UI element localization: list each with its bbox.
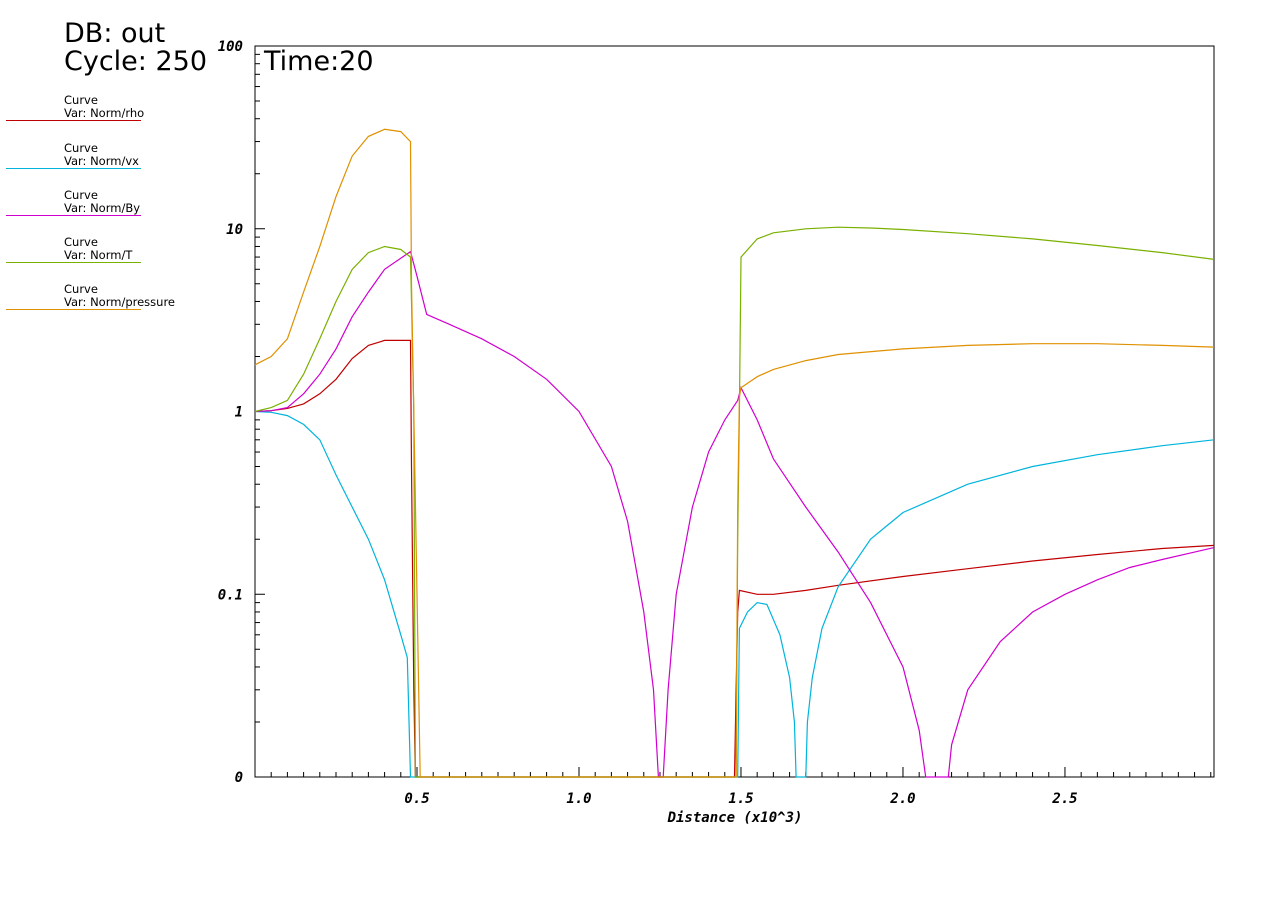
x-tick-label: 1.5	[728, 791, 753, 807]
legend-swatch	[6, 120, 141, 121]
series-line-2	[254, 250, 1215, 778]
legend-var-label: Var: Norm/T	[64, 248, 133, 262]
legend-var-label: Var: Norm/rho	[64, 106, 145, 120]
plot-frame	[254, 45, 1215, 778]
legend-item-vx: Curve Var: Norm/vx	[6, 142, 146, 172]
legend-curve-label: Curve	[64, 141, 98, 155]
time-label: Time:20	[264, 46, 374, 77]
x-tick-label: 2.5	[1051, 791, 1077, 807]
legend-var-label: Var: Norm/vx	[64, 154, 139, 168]
cycle-label: Cycle: 250	[64, 46, 208, 77]
x-tick-label: 0.5	[404, 791, 429, 807]
legend-curve-label: Curve	[64, 282, 98, 296]
legend-item-by: Curve Var: Norm/By	[6, 189, 146, 219]
series-line-4	[254, 128, 1215, 778]
legend-curve-label: Curve	[64, 188, 98, 202]
legend-item-pressure: Curve Var: Norm/pressure	[6, 282, 175, 313]
y-tick-label: 0	[235, 770, 243, 786]
x-axis-title: Distance (x10^3)	[667, 810, 803, 826]
legend-item-rho: Curve Var: Norm/rho	[6, 94, 146, 124]
legend-item-t: Curve Var: Norm/T	[6, 236, 146, 266]
axis-ticks	[255, 53, 1212, 778]
legend-var-label: Var: Norm/pressure	[64, 295, 175, 309]
y-tick-label: 10	[226, 222, 243, 238]
legend-curve-label: Curve	[64, 93, 98, 107]
legend-swatch	[6, 309, 141, 310]
db-label: DB: out	[64, 18, 166, 49]
y-tick-label: 0.1	[218, 587, 243, 603]
series-line-1	[254, 410, 1215, 778]
legend-swatch	[6, 168, 141, 169]
legend-curve-label: Curve	[64, 235, 98, 249]
legend-var-label: Var: Norm/By	[64, 201, 141, 215]
series-line-3	[254, 226, 1215, 778]
series-group	[254, 128, 1215, 778]
legend-swatch	[6, 215, 141, 216]
axis-labels: 0.5 1.0 1.5 2.0 2.5 0 0.1 1 10 100	[218, 39, 1078, 807]
legend-swatch	[6, 262, 141, 263]
y-tick-label: 1	[235, 405, 243, 421]
y-tick-label: 100	[218, 39, 243, 55]
x-tick-label: 1.0	[566, 791, 591, 807]
x-tick-label: 2.0	[889, 791, 915, 807]
